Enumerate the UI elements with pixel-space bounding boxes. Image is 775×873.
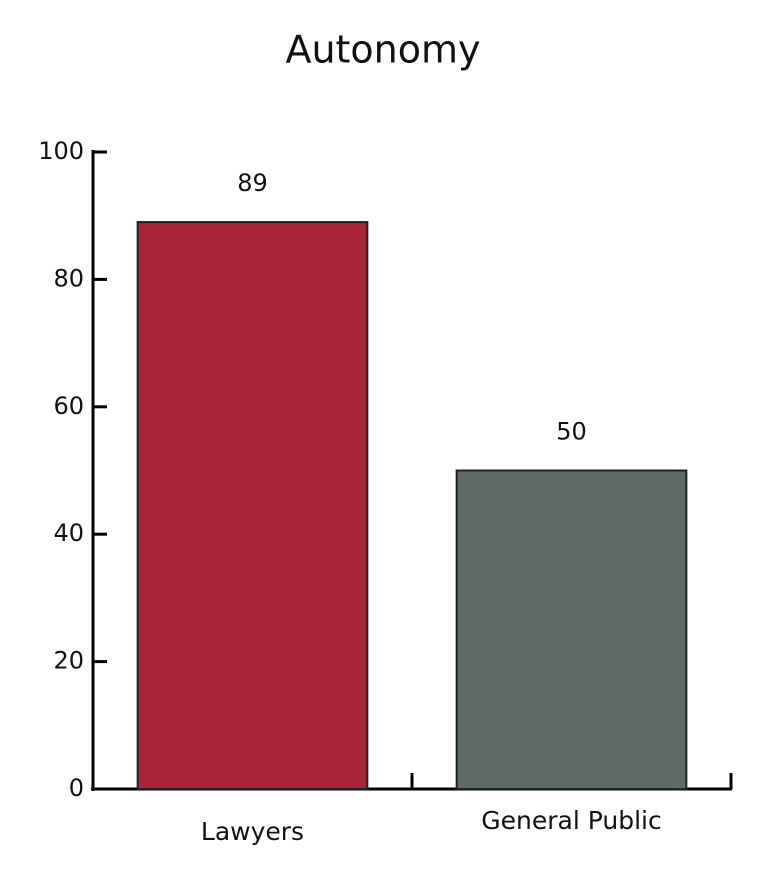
bar xyxy=(136,221,369,790)
y-tick-label: 80 xyxy=(53,264,84,292)
y-tick-label: 100 xyxy=(38,137,84,165)
chart-title: Autonomy xyxy=(285,28,480,72)
bar xyxy=(455,469,688,790)
y-tick-label: 0 xyxy=(69,774,84,802)
data-label: 89 xyxy=(237,169,268,197)
y-tick-label: 40 xyxy=(53,519,84,547)
x-tick-label: Lawyers xyxy=(201,817,304,846)
y-tick-label: 20 xyxy=(53,647,84,675)
x-tick-label: General Public xyxy=(481,806,661,835)
y-tick-label: 60 xyxy=(53,392,84,420)
data-label: 50 xyxy=(556,418,587,446)
